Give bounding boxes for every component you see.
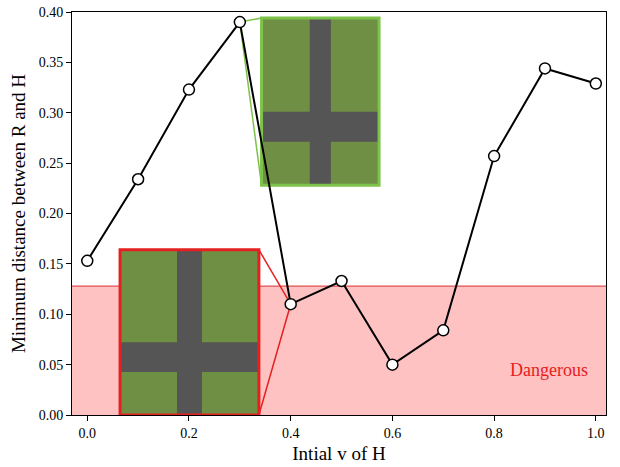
svg-text:0.35: 0.35 xyxy=(39,55,64,70)
svg-text:0.2: 0.2 xyxy=(180,426,198,441)
svg-text:0.6: 0.6 xyxy=(384,426,402,441)
svg-text:0.0: 0.0 xyxy=(79,426,97,441)
svg-text:0.00: 0.00 xyxy=(39,408,64,423)
svg-text:0.4: 0.4 xyxy=(282,426,300,441)
svg-text:1.0: 1.0 xyxy=(587,426,605,441)
svg-text:0.05: 0.05 xyxy=(39,358,64,373)
svg-text:0.8: 0.8 xyxy=(485,426,503,441)
svg-text:0.20: 0.20 xyxy=(39,206,64,221)
svg-text:0.30: 0.30 xyxy=(39,106,64,121)
svg-text:0.10: 0.10 xyxy=(39,307,64,322)
svg-text:0.40: 0.40 xyxy=(39,5,64,20)
svg-text:Dangerous: Dangerous xyxy=(510,360,588,380)
svg-text:Minimum distance between R and: Minimum distance between R and H xyxy=(8,74,29,353)
svg-text:0.25: 0.25 xyxy=(39,156,64,171)
svg-text:Intial v of H: Intial v of H xyxy=(292,443,386,464)
svg-text:0.15: 0.15 xyxy=(39,257,64,272)
